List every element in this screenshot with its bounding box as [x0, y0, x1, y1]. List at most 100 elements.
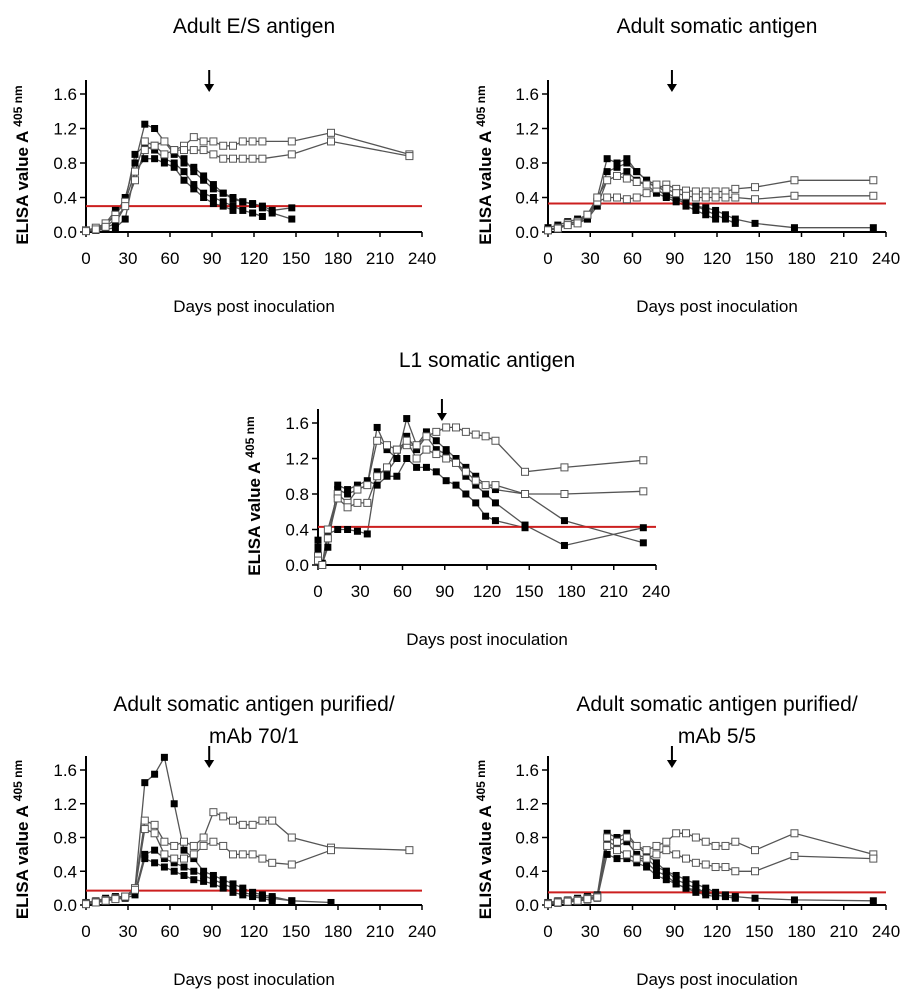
data-point-open — [639, 487, 648, 496]
data-point-filled — [180, 159, 188, 167]
data-point-open — [199, 146, 208, 155]
data-point-open — [422, 445, 431, 454]
data-point-open — [632, 854, 641, 863]
data-point-open — [652, 850, 661, 859]
data-point-open — [189, 133, 198, 142]
data-point-filled — [672, 871, 680, 879]
data-point-open — [199, 841, 208, 850]
data-point-filled — [200, 172, 208, 180]
x-tick-label: 180 — [787, 922, 815, 941]
data-point-filled — [170, 163, 178, 171]
data-point-filled — [452, 481, 460, 489]
data-point-open — [170, 841, 179, 850]
data-point-filled — [258, 204, 266, 212]
data-point-filled — [869, 897, 877, 905]
data-point-open — [353, 498, 362, 507]
data-point-filled — [151, 125, 159, 132]
data-point-filled — [702, 211, 710, 219]
data-point-open — [701, 837, 710, 846]
x-tick-label: 240 — [408, 249, 436, 268]
data-point-open — [258, 154, 267, 163]
data-point-filled — [662, 876, 670, 884]
y-tick-label: 0.0 — [515, 223, 539, 242]
data-point-open — [101, 222, 110, 231]
data-point-filled — [209, 880, 217, 888]
data-point-filled — [344, 526, 352, 533]
data-point-filled — [613, 855, 621, 863]
data-point-filled — [712, 893, 720, 901]
data-point-filled — [288, 897, 296, 905]
data-point-filled — [131, 891, 139, 899]
y-tick-label: 1.6 — [515, 85, 539, 104]
data-point-filled — [353, 481, 361, 489]
x-tick-label: 0 — [313, 582, 322, 601]
data-point-filled — [721, 893, 729, 901]
data-point-open — [180, 146, 188, 155]
x-tick-label: 0 — [543, 249, 552, 268]
data-point-open — [412, 454, 421, 463]
data-point-open — [751, 846, 760, 855]
data-point-open — [333, 494, 342, 503]
y-axis-label-sub: 405 nm — [474, 760, 488, 801]
y-axis-label-main: ELISA value A — [13, 131, 32, 245]
data-point-open — [373, 472, 382, 481]
data-point-filled — [200, 871, 208, 879]
data-point-filled — [652, 863, 660, 871]
data-point-open — [314, 556, 322, 565]
data-point-filled — [324, 543, 332, 551]
chart-panel-adult-es: Adult E/S antigen 0.0 0.4 0.8 1.2 1.6 0 30 60 90 1… — [11, 15, 436, 316]
data-point-filled — [603, 829, 611, 837]
data-point-filled — [462, 463, 470, 471]
x-axis-label: Days post inoculation — [636, 297, 798, 316]
data-point-filled — [219, 189, 227, 197]
data-point-filled — [249, 893, 257, 901]
y-tick-label: 1.2 — [515, 120, 539, 139]
data-point-open — [91, 225, 100, 234]
x-tick-label: 30 — [581, 249, 600, 268]
data-point-filled — [393, 472, 401, 480]
data-point-filled — [413, 446, 421, 454]
data-point-filled — [403, 415, 411, 423]
data-point-open — [383, 441, 392, 450]
data-point-filled — [639, 539, 647, 547]
data-point-open — [82, 227, 90, 236]
data-point-filled — [603, 155, 611, 163]
y-axis-label-main: ELISA value A — [13, 805, 32, 919]
data-point-filled — [682, 880, 690, 888]
data-point-filled — [482, 512, 490, 520]
data-point-open — [603, 193, 612, 202]
data-point-open — [392, 445, 401, 454]
data-point-filled — [652, 189, 660, 197]
data-point-open — [461, 427, 470, 436]
data-point-open — [160, 137, 169, 146]
data-point-filled — [432, 468, 440, 476]
x-tick-label: 180 — [787, 249, 815, 268]
y-axis-label-sub: 405 nm — [474, 85, 488, 126]
data-point-open — [751, 183, 760, 192]
data-point-open — [691, 833, 700, 842]
data-point-filled — [229, 888, 237, 896]
data-point-open — [442, 423, 451, 432]
data-point-open — [662, 837, 671, 846]
data-point-filled — [239, 206, 247, 214]
y-tick-label: 0.8 — [53, 154, 77, 173]
series-line-infected-3 — [85, 158, 234, 232]
data-point-filled — [652, 867, 660, 875]
x-tick-label: 150 — [745, 249, 773, 268]
data-point-open — [711, 863, 720, 872]
data-point-filled — [190, 867, 198, 875]
data-point-filled — [623, 829, 631, 837]
treatment-arrow-head — [666, 84, 677, 92]
series-line-treated-5 — [85, 140, 410, 232]
data-point-open — [622, 833, 631, 842]
data-point-open — [318, 561, 327, 569]
data-point-open — [373, 436, 382, 445]
y-axis-label-main: ELISA value A — [476, 131, 495, 245]
data-point-open — [731, 184, 740, 193]
data-point-filled — [432, 437, 440, 445]
data-point-open — [869, 854, 878, 863]
data-point-filled — [721, 211, 729, 219]
data-point-filled — [180, 846, 188, 854]
chart-panel-mab-70-1: Adult somatic antigen purified/mAb 70/1 0… — [11, 693, 436, 989]
x-tick-label: 0 — [543, 922, 552, 941]
